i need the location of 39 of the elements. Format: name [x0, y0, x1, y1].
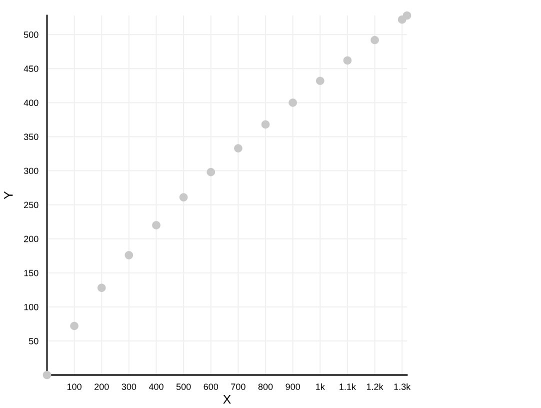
x-tick-label: 100 [67, 384, 82, 390]
point [234, 144, 242, 152]
y-tick-label: 100 [24, 304, 38, 310]
x-tick-label: 1k [316, 383, 325, 390]
y-tick-label: 50 [28, 338, 38, 344]
y-tick-label: 350 [24, 134, 38, 140]
y-tick-label: 300 [24, 168, 38, 174]
x-tick-label: 800 [258, 384, 273, 390]
y-tick-label: 250 [24, 202, 38, 208]
x-axis-title: X [223, 394, 231, 404]
point [206, 168, 216, 176]
point [42, 370, 52, 380]
x-tick-label: 400 [148, 384, 164, 390]
x-tick-label: 900 [286, 384, 300, 390]
x-tick-label: 600 [204, 384, 218, 390]
point [402, 11, 412, 20]
x-tick-label: 1.1k [340, 383, 356, 390]
point [316, 76, 324, 86]
point [179, 193, 188, 202]
point [288, 98, 297, 107]
y-tick-label: 150 [24, 270, 38, 276]
y-tick-label: 500 [24, 32, 38, 38]
point [124, 251, 134, 260]
y-tick-label: 400 [24, 100, 38, 106]
x-tick-label: 1.2k [366, 383, 384, 390]
x-tick-label: 500 [176, 384, 191, 390]
x-tick-label: 300 [122, 384, 136, 390]
point [261, 120, 270, 129]
point [97, 284, 106, 292]
point [152, 221, 160, 230]
x-tick-label: 1.3k [394, 383, 411, 390]
y-axis-title: Y [4, 191, 13, 200]
x-tick-label: 200 [94, 384, 109, 390]
point [343, 56, 352, 65]
point [70, 322, 78, 330]
y-tick-label: 200 [24, 236, 38, 242]
x-tick-label: 700 [231, 384, 246, 390]
y-tick-label: 450 [24, 66, 38, 72]
point [370, 36, 379, 44]
